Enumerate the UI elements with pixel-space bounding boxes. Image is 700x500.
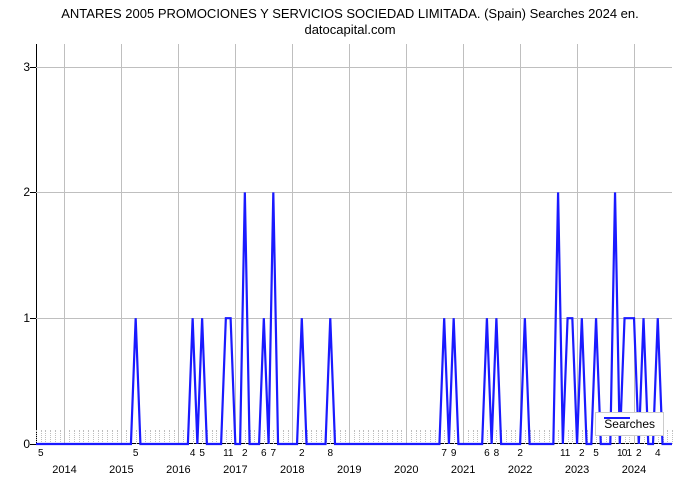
x-axis-year-label: 2022 [508, 464, 532, 476]
x-axis-year-label: 2014 [52, 464, 76, 476]
grid-minor-vertical [672, 430, 673, 444]
y-axis-label: 2 [10, 185, 30, 199]
x-axis-sublabel: 4 [190, 448, 196, 459]
chart-plot-area: 0123201420152016201720182019202020212022… [36, 44, 672, 444]
x-axis-sublabel: 2 [242, 448, 248, 459]
x-axis-year-label: 2021 [451, 464, 475, 476]
x-axis-sublabel: 1 [228, 448, 234, 459]
x-axis-sublabel: 2 [579, 448, 585, 459]
y-axis-label: 1 [10, 311, 30, 325]
x-axis-year-label: 2018 [280, 464, 304, 476]
x-axis-sublabel: 6 [484, 448, 490, 459]
x-axis-sublabel: 2 [636, 448, 642, 459]
x-axis-year-label: 2023 [565, 464, 589, 476]
legend-label: Searches [604, 417, 655, 431]
x-axis-year-label: 2016 [166, 464, 190, 476]
y-axis-label: 0 [10, 437, 30, 451]
x-axis-year-label: 2019 [337, 464, 361, 476]
x-axis-sublabel: 6 [261, 448, 267, 459]
x-axis-sublabel: 5 [593, 448, 599, 459]
x-axis-sublabel: 8 [494, 448, 500, 459]
x-axis-year-label: 2024 [622, 464, 646, 476]
x-axis-sublabel: 5 [199, 448, 205, 459]
x-axis-sublabel: 7 [441, 448, 447, 459]
x-axis-year-label: 2020 [394, 464, 418, 476]
legend-swatch [604, 417, 630, 419]
y-axis-tick [30, 444, 36, 445]
y-axis-label: 3 [10, 60, 30, 74]
x-axis-sublabel: 4 [655, 448, 661, 459]
searches-line-series [36, 44, 672, 444]
x-axis-sublabel: 5 [133, 448, 139, 459]
x-axis-sublabel: 1 [627, 448, 633, 459]
x-axis-year-label: 2015 [109, 464, 133, 476]
x-axis-sublabel: 2 [299, 448, 305, 459]
x-axis-sublabel: 9 [451, 448, 457, 459]
x-axis-sublabel: 7 [271, 448, 277, 459]
x-axis-sublabel: 2 [517, 448, 523, 459]
chart-title-line2: datocapital.com [304, 22, 395, 37]
x-axis-year-label: 2017 [223, 464, 247, 476]
x-axis-sublabel: 1 [565, 448, 571, 459]
chart-title-line1: ANTARES 2005 PROMOCIONES Y SERVICIOS SOC… [61, 6, 639, 21]
x-axis-sublabel: 5 [38, 448, 44, 459]
x-axis-sublabel: 8 [327, 448, 333, 459]
legend: Searches [595, 412, 664, 436]
